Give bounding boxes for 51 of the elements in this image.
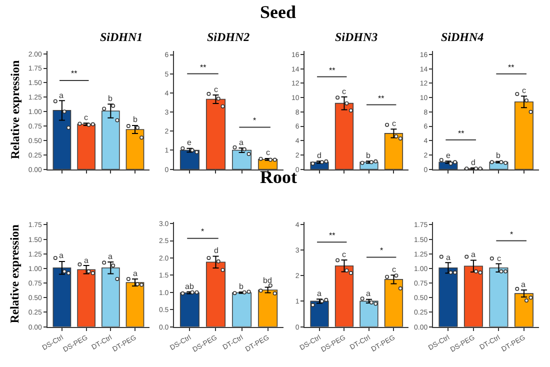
- annotation: **: [71, 69, 78, 78]
- chart-title: SiDHN3: [335, 30, 378, 44]
- y-axis-title: Relative expression: [8, 60, 22, 160]
- data-label: a: [108, 252, 113, 261]
- data-label: e: [446, 151, 451, 160]
- data-label: c: [342, 87, 346, 96]
- data-label: a: [521, 280, 526, 289]
- data-label: a: [366, 289, 371, 298]
- data-label: a: [59, 251, 64, 260]
- data-label: c: [497, 254, 501, 263]
- data-label: a: [446, 253, 451, 262]
- annotation: **: [458, 129, 464, 138]
- annotation: *: [201, 227, 204, 236]
- annotation: *: [253, 116, 256, 125]
- data-label: c: [522, 86, 526, 95]
- data-label: d: [471, 158, 476, 167]
- data-label: e: [187, 138, 192, 147]
- data-label: b: [133, 115, 138, 124]
- data-label: a: [239, 138, 244, 147]
- data-label: b: [366, 151, 371, 160]
- annotation: **: [329, 231, 336, 240]
- data-label: bd: [263, 276, 272, 285]
- text: Root: [260, 167, 297, 187]
- data-label: b: [108, 94, 113, 103]
- data-label: a: [317, 289, 322, 298]
- data-label: a: [59, 91, 64, 100]
- data-label: c: [342, 250, 346, 259]
- data-label: c: [266, 148, 270, 157]
- data-label: ab: [185, 282, 194, 291]
- chart-title: SiDHN1: [100, 30, 143, 44]
- data-label: a: [133, 269, 138, 278]
- data-label: a: [84, 256, 89, 265]
- data-label: a: [471, 250, 476, 259]
- chart-title: SiDHN2: [207, 30, 250, 44]
- data-label: c: [392, 119, 396, 128]
- data-label: d: [214, 246, 218, 255]
- data-label: c: [84, 113, 88, 122]
- data-label: c: [392, 265, 396, 274]
- data-label: b: [239, 282, 244, 291]
- annotation: *: [380, 246, 384, 255]
- data-label: b: [496, 151, 501, 160]
- annotation: **: [378, 94, 384, 103]
- chart-title: SiDHN4: [441, 30, 484, 44]
- y-axis-title: Relative expression: [8, 224, 22, 324]
- data-label: d: [317, 151, 322, 160]
- annotation: **: [329, 66, 336, 75]
- annotation: *: [510, 230, 514, 239]
- text: Seed: [260, 2, 296, 22]
- annotation: **: [200, 63, 206, 72]
- annotation: **: [508, 63, 514, 72]
- data-label: c: [214, 85, 218, 94]
